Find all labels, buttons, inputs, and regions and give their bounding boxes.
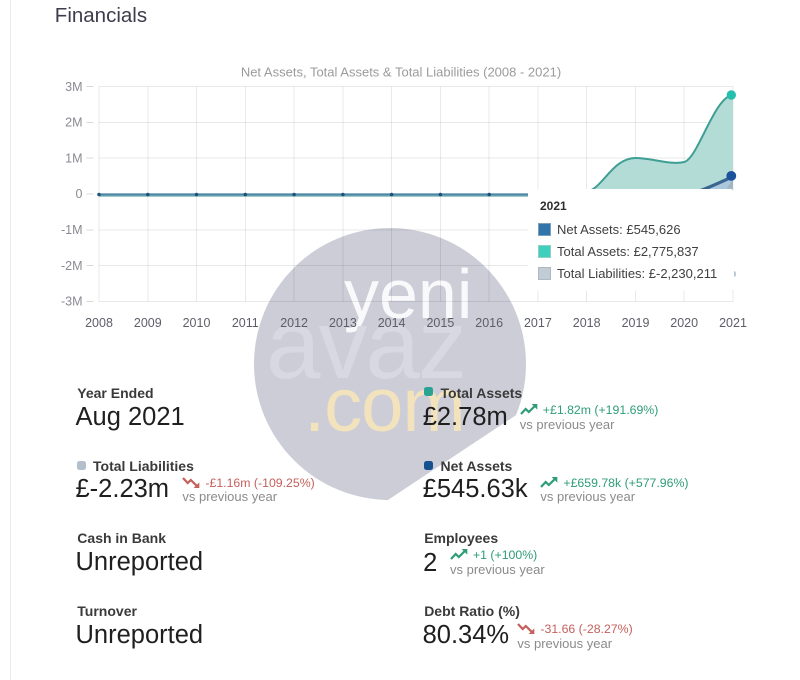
svg-text:Net Assets, Total Assets & Tot: Net Assets, Total Assets & Total Liabili… — [241, 65, 561, 80]
svg-text:2017: 2017 — [524, 316, 552, 330]
svg-text:2011: 2011 — [232, 316, 259, 330]
svg-text:-2M: -2M — [61, 259, 83, 273]
svg-text:2013: 2013 — [329, 316, 357, 330]
svg-text:2008: 2008 — [85, 316, 113, 330]
svg-text:2014: 2014 — [378, 316, 406, 330]
svg-text:0: 0 — [76, 187, 83, 201]
svg-text:3M: 3M — [65, 80, 82, 94]
svg-text:2010: 2010 — [183, 316, 211, 330]
svg-text:2012: 2012 — [280, 316, 308, 330]
svg-text:2021: 2021 — [719, 316, 747, 330]
svg-text:2018: 2018 — [573, 316, 601, 330]
svg-text:2016: 2016 — [475, 316, 503, 330]
svg-text:2M: 2M — [65, 116, 82, 130]
svg-text:2020: 2020 — [670, 316, 698, 330]
svg-text:2015: 2015 — [426, 316, 454, 330]
svg-text:-3M: -3M — [61, 295, 83, 309]
svg-text:2019: 2019 — [622, 316, 650, 330]
svg-text:1M: 1M — [65, 151, 82, 165]
svg-text:-1M: -1M — [61, 223, 83, 237]
svg-text:2009: 2009 — [134, 316, 162, 330]
